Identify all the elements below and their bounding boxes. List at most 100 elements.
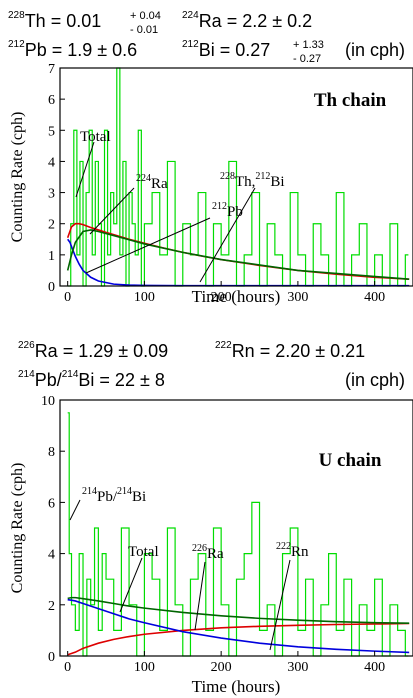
- arrow-pb214-bi214: [69, 499, 81, 521]
- arrow-pb212: [85, 217, 211, 274]
- th-ylabel: Counting Rate (cph): [9, 112, 26, 243]
- ra226-name: Ra: [35, 341, 59, 361]
- th-series-fit-red: [66, 222, 410, 280]
- bi212-err-plus: + 1.33: [293, 39, 324, 51]
- bi212-mass: 212: [182, 39, 199, 50]
- u-label-rn: Rn: [291, 544, 309, 560]
- th-xtick-label: 100: [134, 290, 155, 305]
- u-series-layer: [67, 412, 410, 657]
- svg-text:224Ra: 224Ra: [136, 173, 168, 192]
- svg-text:214Pb/214Bi = 22 ± 8: 214Pb/214Bi = 22 ± 8: [18, 369, 165, 390]
- u-ytick-label: 10: [41, 394, 55, 409]
- u-xtick-label: 400: [364, 660, 385, 675]
- th-xtick-label: 0: [64, 290, 71, 305]
- th228-mass: 228: [8, 10, 25, 21]
- th-unit-note: (in cph): [345, 40, 405, 60]
- arrow-th228-bi212: [199, 187, 256, 283]
- th-ytick-label: 0: [48, 280, 55, 295]
- th-series-layer: [66, 67, 410, 287]
- u-series-fit-red: [67, 622, 410, 656]
- svg-text:222Rn: 222Rn: [276, 541, 309, 560]
- u-label-total: Total: [128, 544, 159, 560]
- u-chain-label: U chain: [319, 450, 382, 471]
- u-label-pb-mass: 214: [82, 486, 97, 497]
- th-label-th: Th,: [235, 174, 255, 190]
- u-ytick-label: 6: [48, 496, 55, 511]
- th-ticks: 0 100 200 300 400 0 1 2 3 4 5 6 7: [48, 62, 385, 305]
- arrow-ra226: [194, 561, 206, 631]
- th-ytick-label: 1: [48, 249, 55, 264]
- svg-text:212Bi = 0.27: 212Bi = 0.27: [182, 39, 270, 60]
- arrow-total-u: [119, 557, 143, 613]
- th-label-ra: Ra: [151, 176, 168, 192]
- th228-err-minus: - 0.01: [130, 24, 158, 36]
- u-label-ra-mass: 226: [192, 543, 207, 554]
- u-unit-note: (in cph): [345, 370, 405, 390]
- u-plot-frame: [59, 399, 413, 657]
- ra224-value: = 2.2 ± 0.2: [222, 11, 312, 31]
- u-label-ra: Ra: [207, 546, 224, 562]
- th-label-pb: Pb: [227, 204, 243, 220]
- u-ytick-label: 0: [48, 650, 55, 665]
- u-annotation-arrows: [69, 499, 291, 651]
- th-series-fit-darkgreen: [66, 229, 410, 280]
- u-ytick-label: 8: [48, 445, 55, 460]
- svg-text:214Pb/214Bi: 214Pb/214Bi: [82, 486, 146, 505]
- pb212-name: Pb: [25, 40, 47, 60]
- u-xlabel: Time (hours): [192, 677, 281, 696]
- rn222-name: Rn: [232, 341, 255, 361]
- pb214-mass: 214: [18, 369, 35, 380]
- bi212-value: = 0.27: [215, 40, 271, 60]
- th-xlabel: Time (hours): [192, 287, 281, 306]
- u-ylabel: Counting Rate (cph): [9, 463, 26, 594]
- th-label-th-mass: 228: [220, 171, 235, 182]
- th-ytick-label: 3: [48, 187, 55, 202]
- th-label-pb-mass: 212: [212, 201, 227, 212]
- th-label-total: Total: [80, 129, 111, 145]
- th228-err-plus: + 0.04: [130, 10, 161, 22]
- ra226-value: = 1.29 ± 0.09: [58, 341, 168, 361]
- u-ytick-label: 4: [48, 548, 55, 563]
- th-ytick-label: 4: [48, 155, 55, 170]
- bi212-name: Bi: [199, 40, 215, 60]
- pb212-value: = 1.9 ± 0.6: [47, 40, 137, 60]
- pb212-mass: 212: [8, 39, 25, 50]
- ra226-mass: 226: [18, 340, 35, 351]
- bi212-err-minus: - 0.27: [293, 53, 321, 65]
- th-ytick-label: 7: [48, 62, 55, 77]
- th228-name: Th: [25, 11, 46, 31]
- th-ytick-label: 6: [48, 93, 55, 108]
- svg-text:224Ra = 2.2 ± 0.2: 224Ra = 2.2 ± 0.2: [182, 10, 312, 31]
- u-xtick-label: 200: [211, 660, 232, 675]
- u-label-rn-mass: 222: [276, 541, 291, 552]
- u-xtick-label: 300: [287, 660, 308, 675]
- arrow-total: [75, 141, 95, 198]
- th-xtick-label: 400: [364, 290, 385, 305]
- th-chain-plot: 0 100 200 300 400 0 1 2 3 4 5 6 7 Th chain Total 224…: [9, 62, 413, 306]
- u-results-header: 226Ra = 1.29 ± 0.09 222Rn = 2.20 ± 0.21 …: [18, 340, 405, 390]
- th-results-header: 228Th = 0.01 + 0.04 - 0.01 224Ra = 2.2 ±…: [8, 10, 405, 65]
- svg-text:226Ra = 1.29 ± 0.09: 226Ra = 1.29 ± 0.09: [18, 340, 168, 361]
- u-xtick-label: 100: [134, 660, 155, 675]
- th-label-ra-mass: 224: [136, 173, 151, 184]
- svg-text:228Th = 0.01: 228Th = 0.01: [8, 10, 101, 31]
- u-label-bi: Bi: [132, 489, 146, 505]
- ra224-name: Ra: [199, 11, 223, 31]
- svg-text:222Rn = 2.20 ± 0.21: 222Rn = 2.20 ± 0.21: [215, 340, 365, 361]
- th-xtick-label: 200: [211, 290, 232, 305]
- th228-value: = 0.01: [46, 11, 102, 31]
- u-ticks: 0 100 200 300 400 0 2 4 6 8 10: [41, 394, 385, 675]
- bi214-name: Bi: [78, 370, 94, 390]
- u-label-pb: Pb/: [97, 489, 118, 505]
- svg-text:212Pb = 1.9 ± 0.6: 212Pb = 1.9 ± 0.6: [8, 39, 137, 60]
- th-annotation-arrows: [75, 141, 256, 283]
- th-label-bi: Bi: [270, 174, 284, 190]
- pb214-name: Pb/: [35, 370, 62, 390]
- svg-text:212Pb: 212Pb: [212, 201, 243, 220]
- u-series-fit-darkgreen: [67, 596, 410, 625]
- u-series-fit-blue: [67, 598, 410, 654]
- th-plot-frame: [59, 67, 413, 287]
- th-ytick-label: 5: [48, 124, 55, 139]
